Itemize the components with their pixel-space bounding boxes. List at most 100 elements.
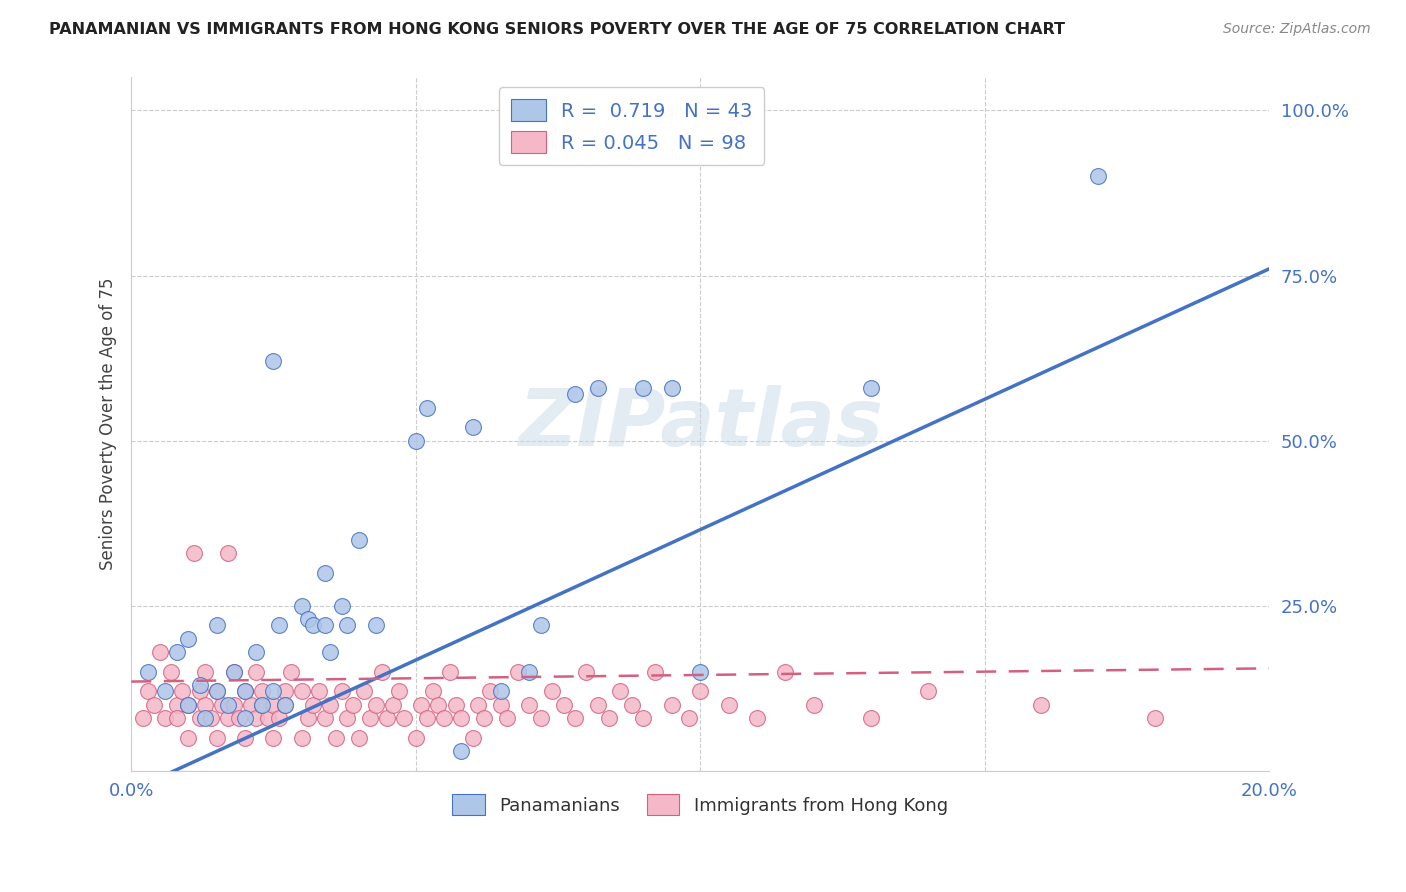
- Point: [450, 744, 472, 758]
- Point: [269, 711, 291, 725]
- Point: [217, 698, 239, 712]
- Point: [1031, 698, 1053, 712]
- Point: [205, 731, 228, 745]
- Point: [461, 731, 484, 745]
- Point: [245, 645, 267, 659]
- Point: [370, 665, 392, 679]
- Point: [519, 698, 541, 712]
- Point: [609, 684, 631, 698]
- Point: [188, 678, 211, 692]
- Point: [297, 612, 319, 626]
- Point: [416, 711, 439, 725]
- Point: [177, 698, 200, 712]
- Point: [530, 618, 553, 632]
- Point: [775, 665, 797, 679]
- Point: [250, 698, 273, 712]
- Point: [405, 731, 427, 745]
- Point: [745, 711, 768, 725]
- Point: [188, 684, 211, 698]
- Point: [177, 698, 200, 712]
- Point: [143, 698, 166, 712]
- Point: [166, 711, 188, 725]
- Point: [1144, 711, 1167, 725]
- Point: [194, 711, 217, 725]
- Point: [342, 698, 364, 712]
- Point: [394, 711, 416, 725]
- Legend: Panamanians, Immigrants from Hong Kong: Panamanians, Immigrants from Hong Kong: [443, 785, 957, 824]
- Point: [644, 665, 666, 679]
- Point: [256, 711, 278, 725]
- Point: [803, 698, 825, 712]
- Point: [661, 381, 683, 395]
- Point: [489, 698, 512, 712]
- Point: [274, 698, 297, 712]
- Point: [263, 698, 285, 712]
- Point: [859, 711, 882, 725]
- Point: [330, 684, 353, 698]
- Point: [631, 381, 654, 395]
- Point: [297, 711, 319, 725]
- Point: [678, 711, 700, 725]
- Point: [245, 665, 267, 679]
- Point: [211, 698, 233, 712]
- Point: [269, 618, 291, 632]
- Point: [661, 698, 683, 712]
- Point: [620, 698, 643, 712]
- Point: [308, 684, 330, 698]
- Point: [314, 618, 336, 632]
- Point: [336, 618, 359, 632]
- Point: [364, 618, 387, 632]
- Point: [530, 711, 553, 725]
- Point: [433, 711, 456, 725]
- Point: [917, 684, 939, 698]
- Point: [188, 711, 211, 725]
- Point: [183, 546, 205, 560]
- Point: [388, 684, 411, 698]
- Point: [489, 684, 512, 698]
- Point: [495, 711, 517, 725]
- Point: [155, 711, 177, 725]
- Point: [553, 698, 575, 712]
- Point: [263, 354, 285, 368]
- Point: [575, 665, 598, 679]
- Point: [689, 665, 711, 679]
- Point: [291, 684, 314, 698]
- Point: [411, 698, 433, 712]
- Point: [274, 684, 297, 698]
- Point: [291, 731, 314, 745]
- Point: [194, 698, 217, 712]
- Point: [217, 546, 239, 560]
- Point: [717, 698, 740, 712]
- Point: [364, 698, 387, 712]
- Point: [200, 711, 222, 725]
- Point: [131, 711, 153, 725]
- Point: [166, 645, 188, 659]
- Point: [472, 711, 495, 725]
- Point: [1087, 169, 1109, 184]
- Point: [336, 711, 359, 725]
- Point: [314, 566, 336, 580]
- Text: Source: ZipAtlas.com: Source: ZipAtlas.com: [1223, 22, 1371, 37]
- Point: [330, 599, 353, 613]
- Point: [405, 434, 427, 448]
- Point: [381, 698, 404, 712]
- Point: [155, 684, 177, 698]
- Point: [250, 684, 273, 698]
- Point: [149, 645, 172, 659]
- Point: [631, 711, 654, 725]
- Point: [177, 731, 200, 745]
- Point: [564, 387, 586, 401]
- Point: [416, 401, 439, 415]
- Point: [233, 731, 256, 745]
- Point: [291, 599, 314, 613]
- Point: [347, 731, 370, 745]
- Point: [222, 665, 245, 679]
- Point: [314, 711, 336, 725]
- Point: [427, 698, 450, 712]
- Point: [353, 684, 375, 698]
- Point: [263, 684, 285, 698]
- Point: [598, 711, 620, 725]
- Point: [280, 665, 302, 679]
- Point: [233, 684, 256, 698]
- Point: [375, 711, 398, 725]
